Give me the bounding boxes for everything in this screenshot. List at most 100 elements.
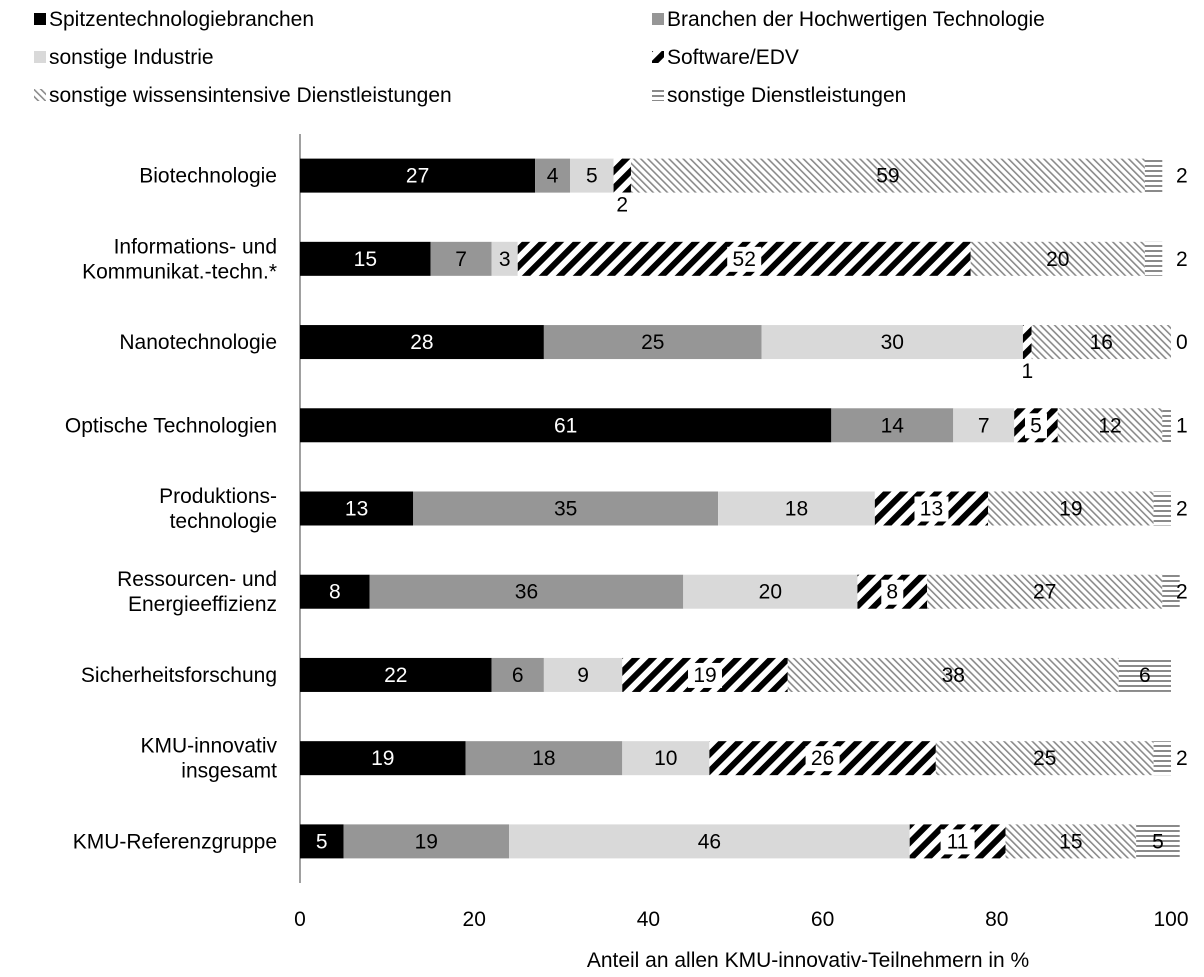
x-tick-label: 80 xyxy=(985,908,1008,931)
bar-segment xyxy=(787,657,1119,692)
data-label: 8 xyxy=(329,581,341,604)
data-label: 5 xyxy=(1030,414,1042,437)
bar-segment xyxy=(300,491,414,526)
bar-segment xyxy=(1057,408,1163,443)
data-label: 35 xyxy=(554,498,577,521)
legend-swatch-4 xyxy=(652,51,664,63)
data-label: 27 xyxy=(406,165,429,188)
legend-label-5: sonstige wissensintensive Dienstleistung… xyxy=(49,84,452,107)
x-axis-title: Anteil an allen KMU-innovativ-Teilnehmer… xyxy=(587,949,1029,972)
bar-segment xyxy=(509,824,910,859)
bar-segment xyxy=(683,574,858,609)
data-label: 3 xyxy=(499,248,511,271)
bar-segment xyxy=(300,574,370,609)
data-label-bg xyxy=(688,662,723,688)
data-label: 25 xyxy=(641,331,664,354)
data-label: 2 xyxy=(616,194,628,217)
bar-segment xyxy=(1005,824,1137,859)
data-label: 5 xyxy=(586,165,598,188)
data-label: 25 xyxy=(1033,747,1056,770)
data-label-bg xyxy=(914,496,949,522)
data-label: 14 xyxy=(881,414,905,437)
bar-segment xyxy=(1144,158,1163,193)
category-label: KMU-innovativ xyxy=(140,735,277,758)
bar-segment xyxy=(570,158,614,193)
data-label: 12 xyxy=(1098,414,1121,437)
data-label: 11 xyxy=(947,830,969,853)
category-label: technologie xyxy=(170,510,277,533)
data-label: 20 xyxy=(1046,248,1069,271)
data-label: 19 xyxy=(693,664,716,687)
category-label: Nanotechnologie xyxy=(119,331,277,354)
x-tick-label: 20 xyxy=(463,908,486,931)
data-label: 13 xyxy=(345,498,368,521)
data-label: 52 xyxy=(733,248,756,271)
bar-segment xyxy=(831,408,954,443)
data-label: 13 xyxy=(920,498,943,521)
legend-swatch-6 xyxy=(652,89,664,101)
bar-segment xyxy=(300,824,344,859)
data-label: 4 xyxy=(547,165,559,188)
data-label: 19 xyxy=(415,830,438,853)
bar-segment xyxy=(543,657,623,692)
data-label: 6 xyxy=(1139,664,1151,687)
bar-segment xyxy=(988,491,1154,526)
bar-segment xyxy=(300,325,544,360)
data-label: 18 xyxy=(785,498,808,521)
bar-segment xyxy=(1031,325,1171,360)
data-label: 19 xyxy=(1059,498,1082,521)
data-label: 1 xyxy=(1021,360,1033,383)
bar-segment xyxy=(718,491,875,526)
x-tick-label: 40 xyxy=(637,908,660,931)
data-label: 2 xyxy=(1176,165,1188,188)
data-label: 5 xyxy=(316,830,328,853)
data-label-bg xyxy=(805,746,840,772)
data-label: 2 xyxy=(1176,747,1188,770)
data-label: 61 xyxy=(554,414,577,437)
category-label: Produktions- xyxy=(159,485,277,508)
legend-label-3: sonstige Industrie xyxy=(49,46,214,69)
legend-label-6: sonstige Dienstleistungen xyxy=(667,84,906,107)
x-axis: 0 20 40 60 80 100 Anteil an allen KMU-innovati… xyxy=(294,908,1188,972)
bar-segment xyxy=(953,408,1015,443)
data-label: 10 xyxy=(654,747,677,770)
bar-row-4: Optische Technologien 61 14 7 5 12 1 xyxy=(65,408,1188,443)
data-label-bg xyxy=(727,246,762,272)
data-label-bg xyxy=(1016,359,1039,385)
data-label: 46 xyxy=(698,830,721,853)
bar-segment xyxy=(630,158,1145,193)
bar-segment xyxy=(369,574,684,609)
bar-segment xyxy=(1144,241,1163,276)
bar-segment xyxy=(613,158,631,193)
x-tick-label: 0 xyxy=(294,908,306,931)
data-label: 18 xyxy=(532,747,555,770)
data-label: 8 xyxy=(886,581,898,604)
data-label: 36 xyxy=(515,581,538,604)
bar-segment xyxy=(300,657,492,692)
legend-swatch-2 xyxy=(652,13,664,25)
data-label: 0 xyxy=(1176,331,1188,354)
bar-segment xyxy=(761,325,1023,360)
data-label: 2 xyxy=(1176,498,1188,521)
data-label-bg xyxy=(1024,413,1047,439)
bar-segment xyxy=(1162,574,1180,609)
bar-segment xyxy=(927,574,1163,609)
category-label: Kommunikat.-techn.* xyxy=(82,260,277,283)
data-label-bg xyxy=(881,579,904,605)
category-label: Sicherheitsforschung xyxy=(81,664,277,687)
data-label: 59 xyxy=(876,165,899,188)
legend-swatch-1 xyxy=(34,13,46,25)
legend: Spitzentechnologiebranchen Branchen der H… xyxy=(34,8,1045,107)
bar-segment xyxy=(343,824,510,859)
data-label: 38 xyxy=(942,664,965,687)
data-label: 28 xyxy=(410,331,433,354)
legend-label-1: Spitzentechnologiebranchen xyxy=(49,8,314,31)
bar-segment xyxy=(535,158,571,193)
bar-segment xyxy=(1136,824,1180,859)
